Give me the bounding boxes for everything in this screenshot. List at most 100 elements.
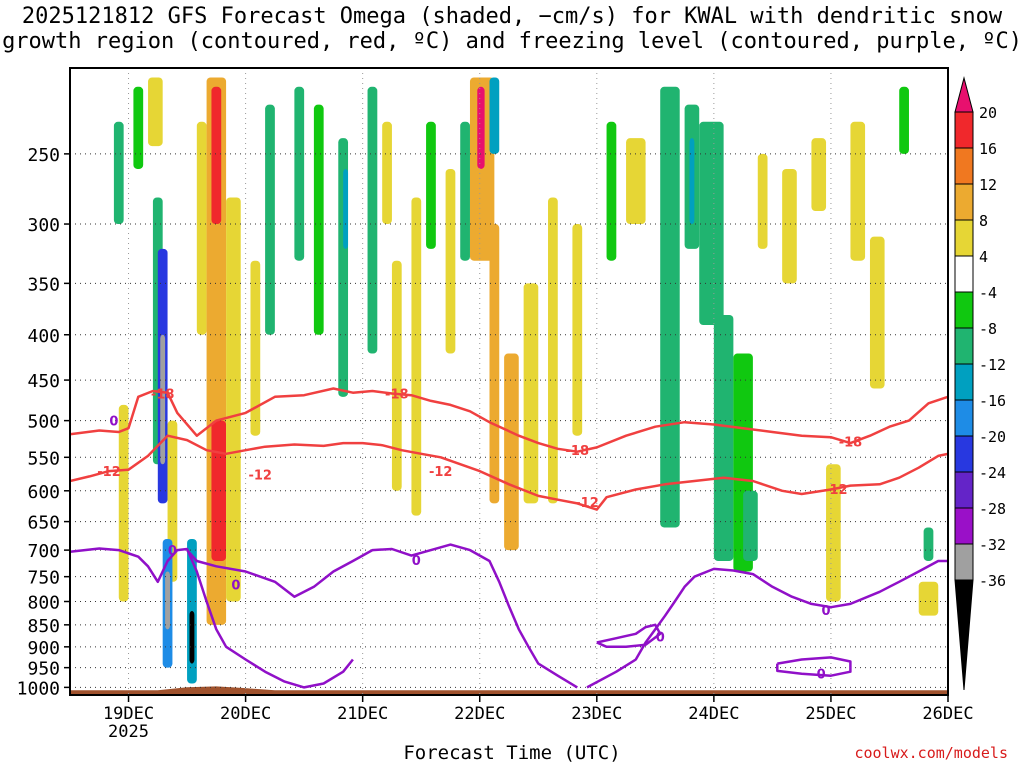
y-tick-label: 400 — [27, 326, 60, 347]
colorbar-swatch — [954, 363, 974, 401]
omega-cell — [445, 168, 456, 354]
contour-label: -12 — [429, 465, 453, 480]
omega-cell — [113, 121, 124, 225]
contour-label: 0 — [109, 415, 118, 430]
colorbar-swatch — [954, 327, 974, 365]
omega-cell — [660, 86, 680, 528]
colorbar-label: 16 — [979, 140, 997, 158]
omega-cell — [869, 236, 885, 389]
omega-cell — [226, 197, 241, 602]
colorbar-swatch — [954, 543, 974, 581]
omega-cell — [469, 77, 495, 261]
omega-cell — [460, 121, 470, 261]
colorbar-swatch — [954, 255, 974, 293]
omega-cell — [699, 121, 724, 326]
omega-cell — [850, 121, 866, 261]
contour-label: 0 — [817, 668, 826, 683]
omega-cell — [411, 197, 422, 516]
y-tick-label: 1000 — [17, 678, 60, 699]
colorbar-label: -24 — [979, 464, 1006, 482]
colorbar-swatch — [954, 507, 974, 545]
omega-cell — [743, 490, 758, 561]
y-tick-label: 250 — [27, 145, 60, 166]
omega-cell — [211, 86, 222, 225]
colorbar-label: 8 — [979, 212, 988, 230]
omega-cell — [165, 571, 170, 630]
y-tick-label: 950 — [27, 659, 60, 680]
colorbar-label: -4 — [979, 284, 997, 302]
contour-label: -12 — [248, 468, 272, 483]
omega-cell — [343, 168, 349, 249]
omega-cell — [189, 611, 195, 664]
omega-cell — [367, 86, 378, 354]
contour-label: 0 — [656, 630, 665, 645]
omega-cell — [523, 283, 539, 504]
contour-label: -18 — [385, 388, 409, 403]
contour-labels: -18 -18 -18 -18 -12 -12 -12 -12 -12 0 0 0 0 0 0 0 — [97, 388, 862, 683]
terrain — [70, 686, 948, 695]
y-tick-label: 300 — [27, 215, 60, 236]
y-tick-label: 350 — [27, 274, 60, 295]
omega-cell — [265, 104, 275, 335]
contour-label: -18 — [151, 388, 175, 403]
contour-label: 0 — [168, 544, 177, 559]
x-tick-sublabel: 2025 — [108, 722, 149, 742]
omega-cell — [313, 104, 324, 335]
colorbar-swatch — [954, 147, 974, 185]
x-tick-label: 22DEC — [454, 704, 505, 724]
y-tick-label: 650 — [27, 513, 60, 534]
colorbar-swatch — [954, 183, 974, 221]
omega-cell — [918, 581, 939, 616]
contour-line — [776, 656, 852, 677]
contour-line — [596, 623, 662, 649]
omega-cell — [391, 260, 402, 491]
contour-label: -12 — [97, 465, 121, 480]
title-line-1: 2025121812 GFS Forecast Omega (shaded, −… — [21, 4, 1003, 29]
x-tick-label: 25DEC — [805, 704, 856, 724]
omega-cell — [826, 464, 841, 602]
contour-label: -12 — [824, 483, 848, 498]
contour-line — [70, 387, 948, 453]
y-tick-label: 550 — [27, 448, 60, 469]
omega-cell — [572, 224, 583, 436]
omega-cell — [757, 153, 768, 249]
omega-cell — [133, 86, 144, 169]
omega-cell — [548, 197, 558, 504]
omega-cell — [489, 77, 500, 154]
omega-cell — [294, 86, 305, 261]
omega-cell — [489, 224, 500, 504]
terrain-fill — [70, 686, 948, 695]
colorbar-arrow-bottom — [954, 579, 974, 691]
colorbar-swatch — [954, 219, 974, 257]
colorbar-label: -28 — [979, 500, 1006, 518]
omega-cell — [811, 138, 827, 211]
x-tick-label: 26DEC — [922, 704, 973, 724]
colorbar-arrow-top — [954, 76, 974, 113]
omega-cell — [606, 121, 617, 261]
omega-shading — [70, 77, 948, 688]
colorbar: 20 16 12 8 4 -4 -8 -12 -16 -20 -24 -28 -32 -36 — [954, 76, 1006, 691]
colorbar-swatch — [954, 111, 974, 149]
colorbar-swatch — [954, 471, 974, 509]
omega-cell — [211, 420, 227, 561]
omega-cell — [250, 260, 261, 436]
contour-line — [186, 543, 578, 689]
x-tick-label: 24DEC — [688, 704, 739, 724]
y-tick-label: 900 — [27, 638, 60, 659]
omega-cell — [899, 86, 909, 154]
omega-cell — [504, 353, 519, 551]
x-tick-label: 19DEC — [103, 704, 154, 724]
omega-cell — [477, 86, 485, 169]
plot-frame — [69, 67, 949, 696]
colorbar-label: -36 — [979, 572, 1006, 590]
x-tick-label: 20DEC — [220, 704, 271, 724]
omega-cell — [782, 168, 797, 284]
chart-title: 2025121812 GFS Forecast Omega (shaded, −… — [0, 4, 1024, 54]
contour-line — [70, 547, 354, 689]
colorbar-label: 4 — [979, 248, 988, 266]
colorbar-swatch — [954, 291, 974, 329]
contour-label: 0 — [822, 604, 831, 619]
contour-label: 0 — [412, 554, 421, 569]
